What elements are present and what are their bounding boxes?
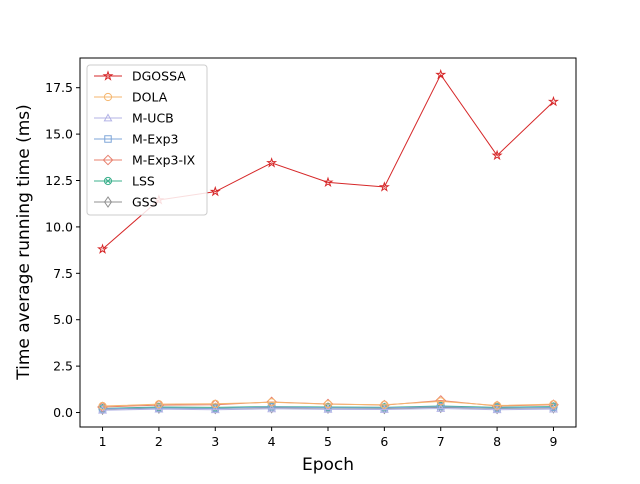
series-layer — [97, 68, 559, 416]
legend-marker-gss — [103, 196, 113, 208]
series-m-ucb — [98, 403, 558, 414]
legend-label-dola: DOLA — [132, 90, 168, 105]
legend-item-dgossa: DGOSSA — [94, 69, 186, 84]
point-m-ucb-8 — [492, 405, 502, 414]
legend-label-gss: GSS — [132, 195, 158, 210]
legend-label-lss: LSS — [132, 174, 155, 189]
legend-item-lss: LSS — [94, 174, 155, 189]
legend-item-m-exp3-ix: M-Exp3-IX — [94, 153, 196, 168]
legend-item-dola: DOLA — [94, 90, 168, 105]
point-dola-3 — [211, 399, 220, 408]
point-dola-6 — [380, 400, 389, 409]
y-tick-label: 0.0 — [53, 405, 73, 420]
x-tick-label: 7 — [437, 434, 445, 449]
y-tick-label: 10.0 — [45, 219, 73, 234]
x-tick-label: 1 — [99, 434, 107, 449]
point-m-ucb-4 — [267, 404, 277, 413]
legend-label-m-ucb: M-UCB — [132, 111, 174, 126]
legend-label-m-exp3-ix: M-Exp3-IX — [132, 153, 196, 168]
point-m-ucb-2 — [154, 404, 164, 413]
point-m-ucb-9 — [549, 404, 558, 413]
series-line-m-ucb — [102, 407, 554, 411]
point-dola-2 — [154, 400, 164, 409]
x-axis-label: Epoch — [302, 455, 354, 475]
point-m-ucb-3 — [210, 405, 220, 414]
series-dola — [98, 397, 558, 411]
legend-label-dgossa: DGOSSA — [132, 69, 186, 84]
point-dgossa-5 — [322, 176, 334, 188]
y-tick-label: 17.5 — [45, 80, 73, 95]
point-dola-4 — [267, 398, 276, 407]
legend-item-gss: GSS — [94, 195, 158, 210]
point-dgossa-1 — [97, 243, 109, 254]
point-m-exp3-9 — [549, 403, 558, 412]
x-tick-label: 5 — [324, 434, 332, 449]
legend-box — [86, 64, 208, 216]
point-dola-5 — [323, 400, 333, 409]
point-dola-1 — [98, 401, 107, 411]
legend-item-m-exp3: M-Exp3 — [94, 132, 178, 147]
point-m-ucb-1 — [98, 405, 107, 414]
x-tick-label: 3 — [211, 434, 219, 449]
x-tick-label: 2 — [155, 434, 163, 449]
legend-marker-m-ucb — [103, 113, 113, 122]
point-m-ucb-5 — [323, 404, 333, 413]
legend: DGOSSA DOLA M-UCB M-Exp3 M-Exp3-IX LSS GSS — [86, 64, 208, 216]
point-dgossa-3 — [209, 185, 221, 197]
legend-item-m-ucb: M-UCB — [94, 111, 174, 126]
x-tick-label: 8 — [493, 434, 501, 449]
point-gss-4 — [267, 401, 276, 414]
point-m-exp3-8 — [493, 404, 501, 412]
y-tick-label: 2.5 — [53, 359, 73, 374]
point-dgossa-7 — [435, 68, 447, 80]
point-dgossa-6 — [378, 181, 390, 192]
point-dgossa-8 — [491, 149, 503, 161]
point-gss-2 — [154, 402, 163, 414]
y-tick-label: 15.0 — [45, 127, 73, 142]
x-tick-label: 6 — [380, 434, 388, 449]
x-axis: 1 2 3 4 5 6 7 8 9 — [99, 427, 557, 449]
legend-label-m-exp3: M-Exp3 — [132, 132, 178, 147]
point-dola-8 — [492, 401, 502, 410]
y-axis: 0.0 2.5 5.0 7.5 10.0 12.5 15.0 17.5 — [45, 80, 80, 420]
legend-marker-lss-ring — [103, 176, 113, 186]
point-gss-6 — [380, 402, 389, 415]
y-tick-label: 12.5 — [45, 173, 73, 188]
y-tick-label: 7.5 — [53, 266, 73, 281]
point-dola-7 — [436, 397, 445, 406]
x-tick-label: 4 — [268, 434, 276, 449]
y-axis-label: Time average running time (ms) — [14, 104, 34, 381]
legend-marker-dgossa — [102, 70, 114, 81]
point-m-exp3-7 — [436, 402, 445, 411]
legend-marker-lss — [103, 176, 113, 186]
point-m-exp3-4 — [267, 403, 276, 411]
legend-marker-m-exp3 — [104, 135, 112, 143]
x-tick-label: 9 — [549, 434, 557, 449]
point-m-ucb-7 — [436, 403, 446, 412]
legend-marker-lss-cross-b — [105, 178, 111, 184]
point-m-ucb-6 — [379, 404, 389, 413]
point-dola-9 — [549, 400, 558, 409]
legend-marker-dola — [103, 92, 113, 102]
point-dgossa-4 — [266, 157, 278, 168]
legend-marker-m-exp3-ix — [102, 154, 114, 166]
point-gss-1 — [98, 403, 107, 416]
point-gss-8 — [493, 402, 502, 415]
point-dgossa-9 — [547, 95, 559, 107]
series-line-dola — [102, 400, 554, 407]
y-tick-label: 5.0 — [53, 312, 73, 327]
